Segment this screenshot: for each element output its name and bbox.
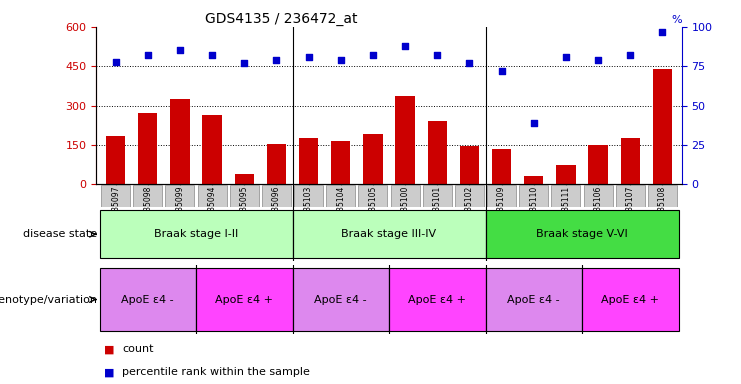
Point xyxy=(270,57,282,63)
Text: percentile rank within the sample: percentile rank within the sample xyxy=(122,367,310,377)
Text: GDS4135 / 236472_at: GDS4135 / 236472_at xyxy=(205,12,358,25)
Point xyxy=(625,52,637,58)
Bar xyxy=(267,144,286,184)
FancyBboxPatch shape xyxy=(487,185,516,207)
FancyBboxPatch shape xyxy=(582,268,679,331)
FancyBboxPatch shape xyxy=(485,210,679,258)
Text: count: count xyxy=(122,344,154,354)
Text: Braak stage V-VI: Braak stage V-VI xyxy=(536,229,628,239)
Text: GSM735109: GSM735109 xyxy=(497,185,506,232)
Text: GSM735110: GSM735110 xyxy=(529,185,538,232)
FancyBboxPatch shape xyxy=(262,185,291,207)
Text: GSM735100: GSM735100 xyxy=(401,185,410,232)
Text: genotype/variation: genotype/variation xyxy=(0,295,97,305)
Bar xyxy=(588,145,608,184)
Bar xyxy=(428,121,447,184)
Text: ApoE ε4 +: ApoE ε4 + xyxy=(216,295,273,305)
Point xyxy=(174,47,186,53)
Text: GSM735096: GSM735096 xyxy=(272,185,281,232)
Bar xyxy=(331,141,350,184)
FancyBboxPatch shape xyxy=(648,185,677,207)
Bar xyxy=(299,138,319,184)
Text: GSM735103: GSM735103 xyxy=(304,185,313,232)
FancyBboxPatch shape xyxy=(326,185,355,207)
Point xyxy=(399,43,411,49)
Point xyxy=(464,60,476,66)
FancyBboxPatch shape xyxy=(165,185,194,207)
Point xyxy=(657,28,668,35)
Point xyxy=(110,58,122,65)
FancyBboxPatch shape xyxy=(391,185,419,207)
FancyBboxPatch shape xyxy=(485,268,582,331)
Point xyxy=(142,52,153,58)
Point xyxy=(302,54,314,60)
Bar xyxy=(396,96,415,184)
Text: Braak stage I-II: Braak stage I-II xyxy=(154,229,238,239)
Bar xyxy=(363,134,382,184)
FancyBboxPatch shape xyxy=(133,185,162,207)
Point xyxy=(560,54,572,60)
Point xyxy=(335,57,347,63)
FancyBboxPatch shape xyxy=(616,185,645,207)
Point xyxy=(528,120,539,126)
Text: GSM735095: GSM735095 xyxy=(240,185,249,232)
Bar xyxy=(138,114,157,184)
FancyBboxPatch shape xyxy=(584,185,613,207)
Point xyxy=(431,52,443,58)
Text: ApoE ε4 -: ApoE ε4 - xyxy=(122,295,174,305)
Text: GSM735097: GSM735097 xyxy=(111,185,120,232)
Text: GSM735094: GSM735094 xyxy=(207,185,216,232)
Text: GSM735101: GSM735101 xyxy=(433,185,442,232)
Point xyxy=(592,57,604,63)
Text: %: % xyxy=(671,15,682,25)
FancyBboxPatch shape xyxy=(519,185,548,207)
FancyBboxPatch shape xyxy=(230,185,259,207)
FancyBboxPatch shape xyxy=(293,268,389,331)
Text: GSM735108: GSM735108 xyxy=(658,185,667,232)
Text: Braak stage III-IV: Braak stage III-IV xyxy=(342,229,436,239)
Bar xyxy=(106,136,125,184)
FancyBboxPatch shape xyxy=(196,268,293,331)
Text: GSM735099: GSM735099 xyxy=(176,185,185,232)
Bar xyxy=(492,149,511,184)
Text: ApoE ε4 -: ApoE ε4 - xyxy=(508,295,560,305)
Text: ■: ■ xyxy=(104,344,114,354)
Text: GSM735111: GSM735111 xyxy=(562,185,571,232)
Point xyxy=(496,68,508,74)
Text: GSM735098: GSM735098 xyxy=(143,185,153,232)
Bar xyxy=(621,138,640,184)
Text: GSM735106: GSM735106 xyxy=(594,185,602,232)
Point xyxy=(206,52,218,58)
Bar xyxy=(556,165,576,184)
Bar xyxy=(235,174,254,184)
Bar xyxy=(459,146,479,184)
FancyBboxPatch shape xyxy=(294,185,323,207)
Point xyxy=(367,52,379,58)
Bar xyxy=(653,69,672,184)
Text: GSM735104: GSM735104 xyxy=(336,185,345,232)
FancyBboxPatch shape xyxy=(99,210,293,258)
Text: ■: ■ xyxy=(104,367,114,377)
Point xyxy=(239,60,250,66)
Text: GSM735102: GSM735102 xyxy=(465,185,474,232)
FancyBboxPatch shape xyxy=(551,185,580,207)
FancyBboxPatch shape xyxy=(423,185,452,207)
FancyBboxPatch shape xyxy=(293,210,485,258)
FancyBboxPatch shape xyxy=(99,268,196,331)
Text: GSM735105: GSM735105 xyxy=(368,185,377,232)
FancyBboxPatch shape xyxy=(359,185,388,207)
Text: disease state: disease state xyxy=(23,229,97,239)
FancyBboxPatch shape xyxy=(455,185,484,207)
FancyBboxPatch shape xyxy=(102,185,130,207)
FancyBboxPatch shape xyxy=(389,268,485,331)
Text: ApoE ε4 -: ApoE ε4 - xyxy=(314,295,367,305)
Text: GSM735107: GSM735107 xyxy=(625,185,635,232)
Bar xyxy=(170,99,190,184)
FancyBboxPatch shape xyxy=(198,185,227,207)
Text: ApoE ε4 +: ApoE ε4 + xyxy=(601,295,659,305)
Bar xyxy=(202,115,222,184)
Bar xyxy=(524,177,543,184)
Text: ApoE ε4 +: ApoE ε4 + xyxy=(408,295,466,305)
